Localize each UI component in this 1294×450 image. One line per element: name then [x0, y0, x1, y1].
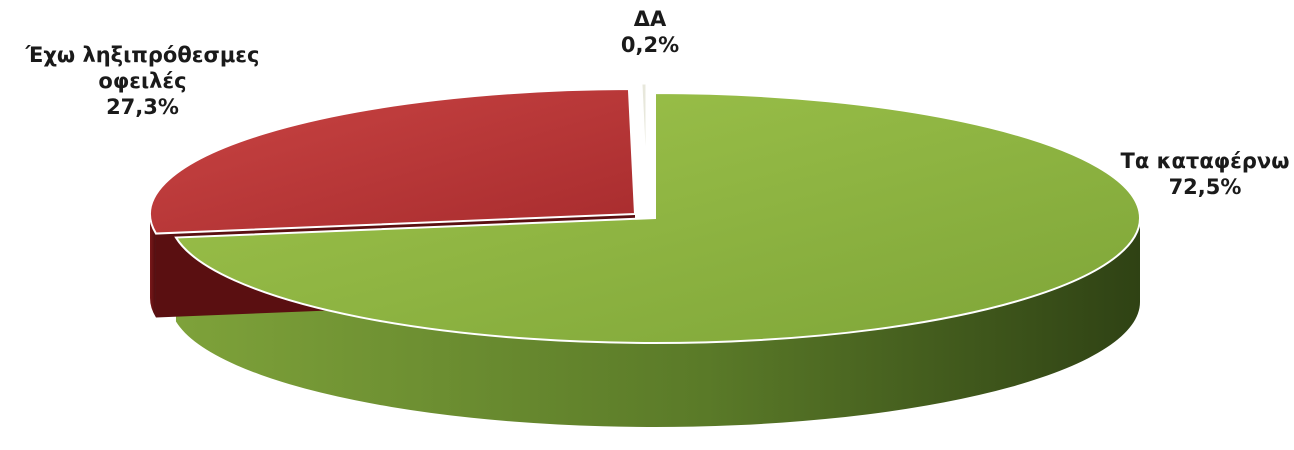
slice-τα-καταφέρνω-top [174, 91, 1141, 344]
slice-label-green-name: Τα καταφέρνω [1120, 149, 1290, 173]
slice-label-grey-value: 0,2% [620, 33, 680, 57]
slice-label-red-name-line2: οφειλές [98, 69, 187, 93]
slice-έχω-ληξιπρόθεσμες-οφειλές-side [150, 214, 156, 318]
slice-label-green: Τα καταφέρνω 72,5% [1100, 148, 1294, 200]
slice-τα-καταφέρνω-side [175, 218, 1140, 428]
slice-δα-top [639, 81, 649, 209]
slice-label-red: Έχω ληξιπρόθεσμες οφειλές 27,3% [0, 42, 285, 120]
slice-label-red-name-line1: Έχω ληξιπρόθεσμες [25, 43, 260, 67]
slice-label-red-value: 27,3% [106, 95, 179, 119]
slice-label-grey: ΔΑ 0,2% [600, 6, 700, 58]
slice-label-green-value: 72,5% [1168, 175, 1242, 199]
slice-έχω-ληξιπρόθεσμες-οφειλές-top [149, 88, 637, 235]
slice-label-grey-name: ΔΑ [633, 7, 667, 31]
